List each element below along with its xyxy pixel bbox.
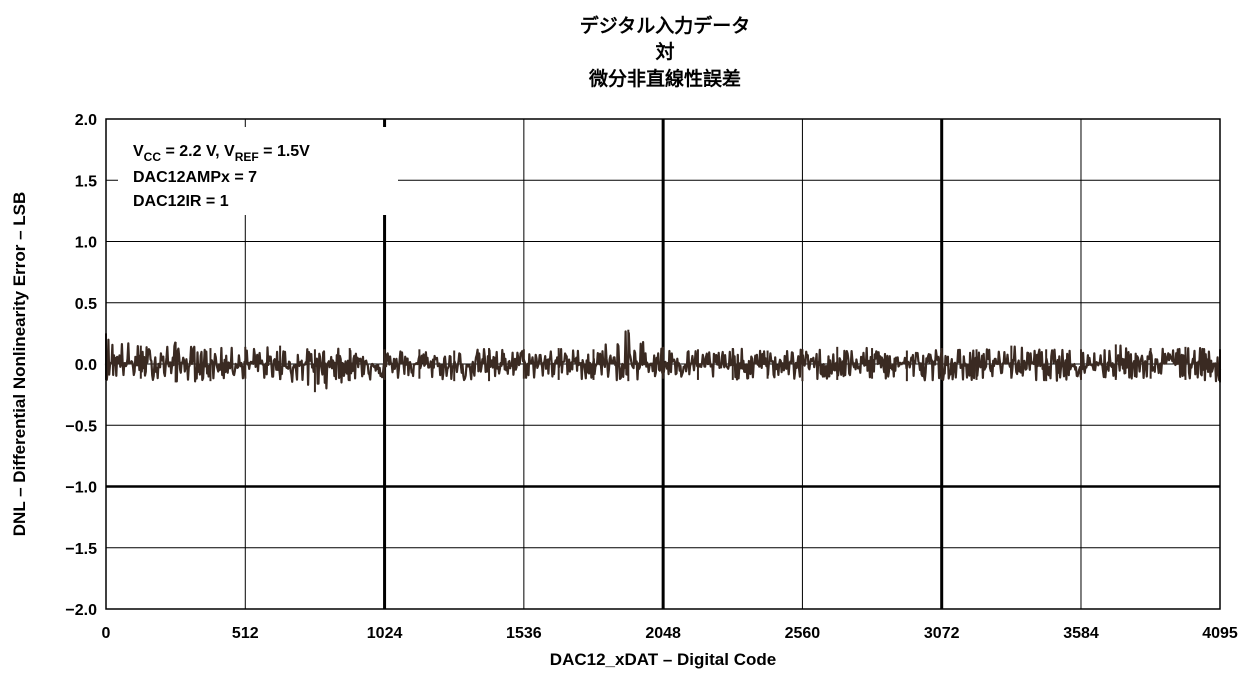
y-tick-label: 1.0: [75, 235, 97, 252]
annotation-dac12ir: DAC12IR = 1: [133, 193, 229, 210]
y-tick-label: 2.0: [75, 112, 97, 129]
y-tick-label: 0.5: [75, 296, 97, 313]
x-tick-label: 3584: [1063, 625, 1099, 642]
x-tick-label: 2560: [785, 625, 821, 642]
y-tick-label: −2.0: [65, 602, 97, 619]
y-tick-label: 1.5: [75, 173, 97, 190]
x-tick-label: 2048: [645, 625, 681, 642]
tick-labels: 0 512 1024 1536 2048 2560 3072 3584 4095 2.0 1.5 1.…: [65, 112, 1237, 642]
y-tick-label: 0.0: [75, 357, 97, 374]
chart-title-line-3: 微分非直線性誤差: [588, 68, 741, 90]
plot-frame: [105, 118, 1221, 610]
chart-title-line-2: 対: [655, 41, 675, 63]
y-tick-label: −1.0: [65, 480, 97, 497]
annotation-background: [118, 127, 398, 215]
x-tick-label: 1536: [506, 625, 542, 642]
test-conditions-annotation: VCC = 2.2 V, VREF = 1.5V DAC12AMPx = 7 D…: [133, 143, 310, 210]
y-tick-label: −0.5: [65, 418, 97, 435]
dnl-trace: [104, 329, 1222, 393]
y-tick-label: −1.5: [65, 541, 97, 558]
x-tick-label: 3072: [924, 625, 960, 642]
x-axis-label: DAC12_xDAT – Digital Code: [550, 650, 776, 669]
y-axis-label: DNL – Differential Nonlinearity Error – …: [10, 192, 29, 536]
x-tick-label: 512: [232, 625, 259, 642]
x-tick-label: 0: [102, 625, 111, 642]
x-tick-label: 1024: [367, 625, 403, 642]
annotation-vcc-vref: VCC = 2.2 V, VREF = 1.5V: [133, 143, 310, 164]
x-tick-label: 4095: [1202, 625, 1238, 642]
chart-title-line-1: デジタル入力データ: [579, 15, 751, 37]
annotation-dac12ampx: DAC12AMPx = 7: [133, 169, 257, 186]
